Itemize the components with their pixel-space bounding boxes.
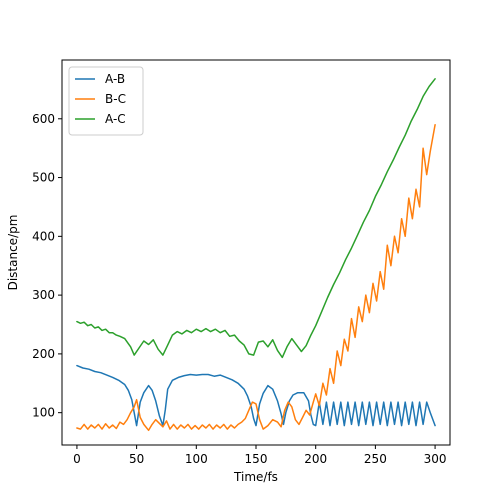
y-axis-label: Distance/pm	[6, 215, 20, 291]
x-axis-label: Time/fs	[233, 470, 278, 484]
legend-box	[68, 66, 144, 136]
x-tick-label: 50	[129, 452, 144, 466]
x-tick-label: 200	[304, 452, 327, 466]
y-axis: 100 200 300 400 500 600	[32, 112, 62, 420]
series-line-b-c	[76, 123, 436, 432]
series-line-a-b	[76, 364, 436, 427]
legend-label-b-c: B-C	[105, 92, 126, 106]
y-tick-label: 400	[32, 229, 55, 243]
x-tick-label: 0	[73, 452, 81, 466]
x-tick-label: 150	[245, 452, 268, 466]
legend-label-a-b: A-B	[105, 72, 125, 86]
y-tick-label: 100	[32, 406, 55, 420]
x-tick-label: 300	[424, 452, 447, 466]
y-tick-label: 600	[32, 112, 55, 126]
legend: A-B B-C A-C	[68, 66, 144, 136]
y-tick-label: 300	[32, 288, 55, 302]
legend-label-a-c: A-C	[105, 112, 126, 126]
x-tick-label: 100	[185, 452, 208, 466]
y-tick-label: 200	[32, 347, 55, 361]
x-tick-label: 250	[364, 452, 387, 466]
series-line-a-c	[76, 78, 436, 359]
x-axis: 0 50 100 150 200 250 300	[73, 445, 447, 466]
y-tick-label: 500	[32, 171, 55, 185]
series-layer	[76, 78, 436, 432]
